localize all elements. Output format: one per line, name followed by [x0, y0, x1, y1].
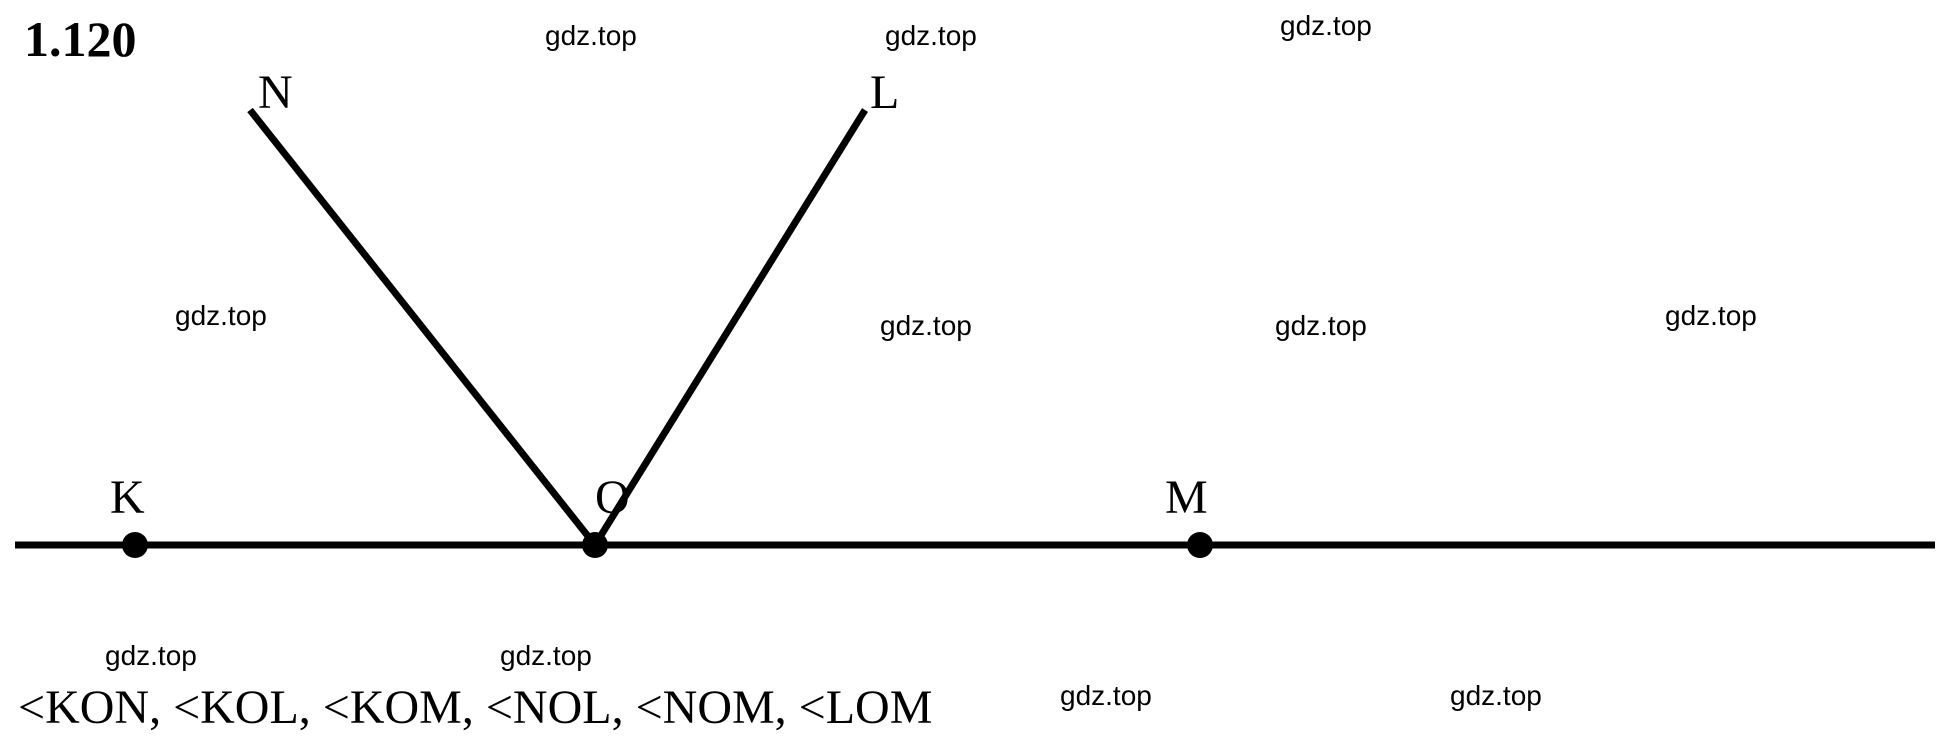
- watermark: gdz.top: [500, 640, 592, 672]
- watermark: gdz.top: [1060, 680, 1152, 712]
- problem-number: 1.120: [24, 10, 137, 68]
- point-label-O: O: [595, 470, 630, 525]
- point-label-L: L: [870, 65, 899, 120]
- watermark: gdz.top: [885, 20, 977, 52]
- watermark: gdz.top: [1665, 300, 1757, 332]
- watermark: gdz.top: [1275, 310, 1367, 342]
- point-label-K: K: [110, 470, 145, 525]
- watermark: gdz.top: [880, 310, 972, 342]
- point-label-M: M: [1165, 470, 1208, 525]
- answer-text: <KON, <KOL, <KOM, <NOL, <NOM, <LOM: [18, 680, 932, 735]
- watermark: gdz.top: [1450, 680, 1542, 712]
- ray-OL: [595, 110, 865, 545]
- point-K: [122, 532, 148, 558]
- watermark: gdz.top: [545, 20, 637, 52]
- point-label-N: N: [258, 65, 293, 120]
- point-O: [582, 532, 608, 558]
- watermark: gdz.top: [105, 640, 197, 672]
- ray-ON: [250, 110, 595, 545]
- watermark: gdz.top: [175, 300, 267, 332]
- point-M: [1187, 532, 1213, 558]
- watermark: gdz.top: [1280, 10, 1372, 42]
